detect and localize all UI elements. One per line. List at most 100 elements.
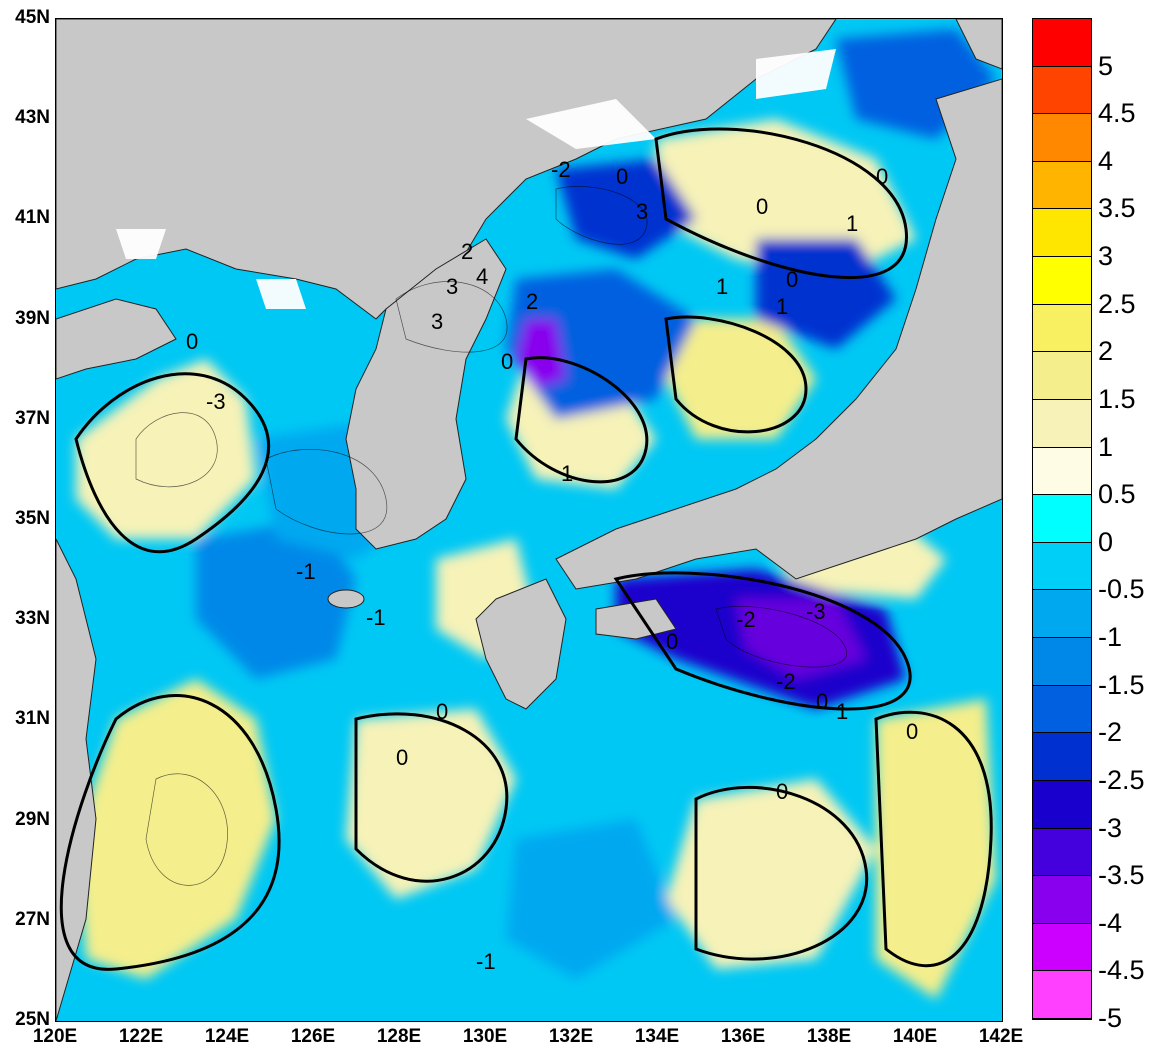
contour-label: -2 bbox=[776, 669, 796, 694]
land-jeju bbox=[327, 589, 365, 609]
land-kyushu bbox=[475, 578, 567, 710]
positive-region-east-south bbox=[666, 779, 876, 969]
contour-label: 0 bbox=[756, 194, 768, 219]
contour-label: 1 bbox=[716, 274, 728, 299]
contour-label: 0 bbox=[666, 629, 678, 654]
colorbar-segment bbox=[1033, 114, 1091, 162]
land-shikoku bbox=[595, 598, 677, 640]
contour-label: 0 bbox=[396, 745, 408, 770]
colorbar-segment bbox=[1033, 304, 1091, 353]
contour-thin-6 bbox=[265, 449, 388, 535]
contour-zero-8 bbox=[654, 127, 908, 280]
contour-label: -1 bbox=[476, 949, 496, 974]
negative-region-ecs-blue bbox=[196, 519, 356, 679]
lon-label: 130E bbox=[462, 1026, 508, 1047]
lon-label: 140E bbox=[892, 1026, 938, 1047]
contour-zero-3 bbox=[354, 712, 509, 883]
colorbar-tick-label: 1.5 bbox=[1098, 383, 1136, 414]
contour-label: 2 bbox=[526, 289, 538, 314]
contour-label: 1 bbox=[846, 211, 858, 236]
colorbar-segment bbox=[1033, 780, 1091, 829]
negative-region-south-blue bbox=[506, 819, 676, 979]
colorbar-tick-label: -0.5 bbox=[1098, 574, 1145, 605]
contour-label: 0 bbox=[786, 267, 798, 292]
contour-zero-4 bbox=[694, 785, 869, 961]
colorbar-segment bbox=[1033, 257, 1091, 305]
colorbar-tick-label: 4.5 bbox=[1098, 98, 1136, 129]
contour-label: 3 bbox=[446, 274, 458, 299]
contour-label: 0 bbox=[906, 719, 918, 744]
colorbar-segment bbox=[1033, 923, 1091, 972]
negative-region-japan-sea-purple bbox=[516, 319, 566, 389]
colorbar-tick-label: -1.5 bbox=[1098, 669, 1145, 700]
colorbar-tick-label: -1 bbox=[1098, 622, 1123, 653]
contour-zero-6 bbox=[664, 315, 808, 434]
lat-label: 29N bbox=[15, 808, 50, 830]
contour-label: 2 bbox=[461, 239, 473, 264]
lat-label: 41N bbox=[15, 207, 50, 229]
colorbar-tick-label: 0.5 bbox=[1098, 479, 1136, 510]
lon-label: 134E bbox=[634, 1026, 680, 1047]
colorbar-segment bbox=[1033, 495, 1091, 543]
colorbar-segment bbox=[1033, 542, 1091, 591]
contour-label: -3 bbox=[206, 389, 226, 414]
contour-thin-4 bbox=[395, 281, 508, 353]
missing-patch-bohai bbox=[116, 229, 166, 259]
contour-label: 0 bbox=[186, 329, 198, 354]
missing-patch-north bbox=[526, 99, 656, 149]
lon-label: 142E bbox=[978, 1026, 1024, 1047]
map-panel: -2 0 0 0 2 3 4 3 2 1 3 1 0 1 0 1 0 -3 -2 -3 -2 0 -1 0 0 -1 1 0 0 0 -1 bbox=[55, 18, 1003, 1022]
contour-label: 0 bbox=[616, 164, 628, 189]
colorbar-tick-label: -3 bbox=[1098, 812, 1123, 843]
colorbar-segment bbox=[1033, 685, 1091, 734]
lat-label: 37N bbox=[15, 407, 50, 429]
land-honshu bbox=[555, 78, 1002, 590]
land-shandong bbox=[56, 298, 177, 380]
lat-label: 25N bbox=[15, 1009, 50, 1030]
contour-label: 0 bbox=[816, 689, 828, 714]
negative-region-kuroshio-core bbox=[736, 599, 866, 679]
colorbar-tick-label: -3.5 bbox=[1098, 860, 1145, 891]
lon-label: 124E bbox=[204, 1026, 250, 1047]
contour-label: 0 bbox=[501, 349, 513, 374]
positive-region-yellow-sea bbox=[76, 359, 256, 539]
colorbar-segment bbox=[1033, 399, 1091, 448]
lon-label: 126E bbox=[290, 1026, 336, 1047]
colorbar-tick-label: 2 bbox=[1098, 336, 1114, 367]
contour-thin-3 bbox=[715, 606, 847, 668]
contour-label: 0 bbox=[436, 699, 448, 724]
colorbar-tick-label: 0 bbox=[1098, 526, 1114, 557]
colorbar-tick-label: -4 bbox=[1098, 907, 1123, 938]
contour-label: 0 bbox=[776, 779, 788, 804]
colorbar-segment bbox=[1033, 971, 1091, 1019]
colorbar-tick-label: 5 bbox=[1098, 50, 1114, 81]
contour-label: -2 bbox=[551, 157, 571, 182]
positive-region-japan-sea-east bbox=[666, 319, 816, 439]
lat-label: 43N bbox=[15, 107, 50, 129]
negative-region-japan-sea-mid bbox=[756, 239, 896, 349]
contour-label: -3 bbox=[806, 599, 826, 624]
contour-zero-9 bbox=[874, 710, 993, 968]
lat-label: 33N bbox=[15, 608, 50, 630]
contour-thin-5 bbox=[555, 186, 648, 245]
contour-label: -2 bbox=[736, 607, 756, 632]
colorbar-tick-label: 4 bbox=[1098, 145, 1114, 176]
lat-label: 27N bbox=[15, 908, 50, 930]
colorbar-tick-label: 3.5 bbox=[1098, 193, 1136, 224]
colorbar-segment bbox=[1033, 828, 1091, 877]
positive-region-ecs-west bbox=[76, 679, 276, 979]
missing-data bbox=[116, 49, 836, 309]
contour-zero-2 bbox=[59, 694, 281, 971]
contour-label: 1 bbox=[836, 699, 848, 724]
contour-label: -1 bbox=[296, 559, 316, 584]
contour-zero-5 bbox=[514, 356, 649, 484]
lat-label: 31N bbox=[15, 708, 50, 730]
positive-region-far-east bbox=[876, 699, 996, 999]
colorbar-tick-label: -2 bbox=[1098, 717, 1123, 748]
lon-label: 120E bbox=[32, 1026, 78, 1047]
lon-label: 122E bbox=[118, 1026, 164, 1047]
contour-thin-2 bbox=[145, 773, 228, 886]
colorbar-segment bbox=[1033, 161, 1091, 210]
zero-contours bbox=[59, 127, 993, 971]
